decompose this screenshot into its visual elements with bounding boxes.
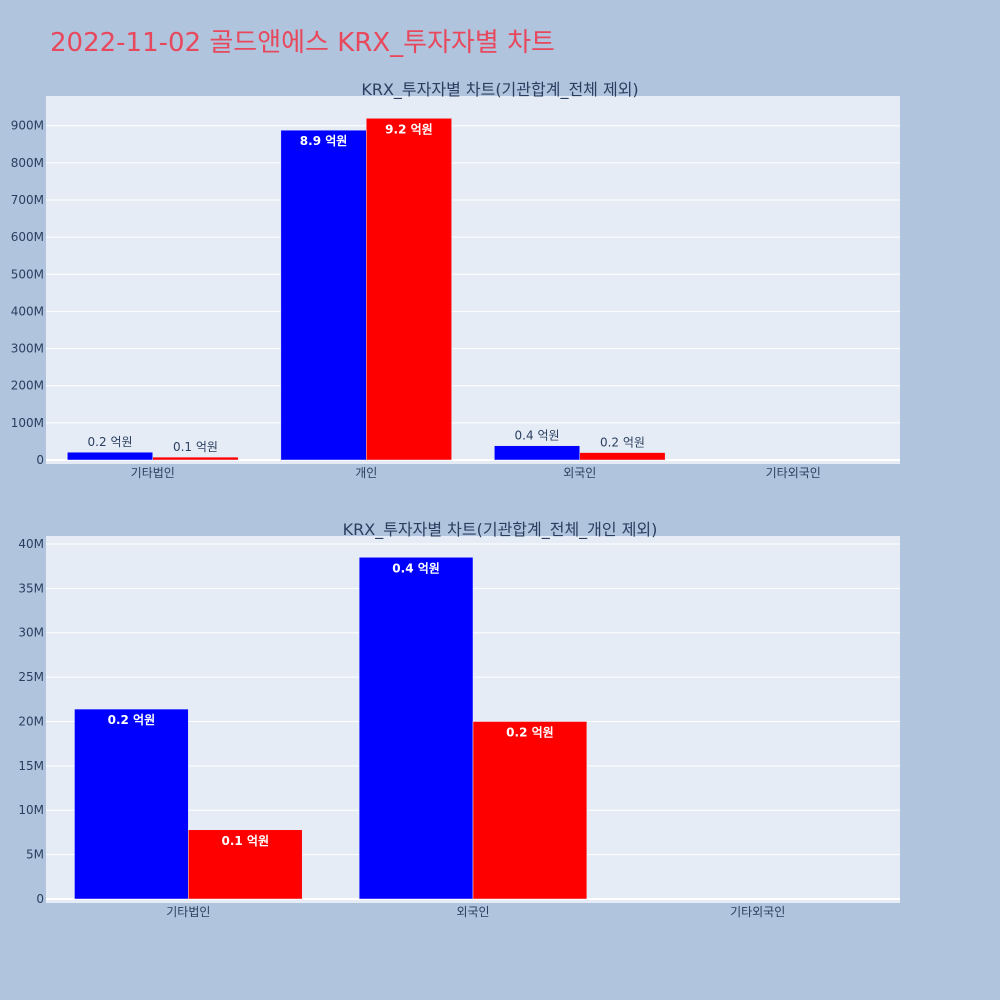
data-label: 0.4 억원 bbox=[515, 429, 560, 443]
y-tick-label: 200M bbox=[11, 379, 44, 393]
y-tick-label: 15M bbox=[18, 759, 44, 773]
x-tick-label: 기타법인 bbox=[131, 466, 175, 480]
y-tick-label: 400M bbox=[11, 304, 44, 318]
chart-2: 0 5M 10M 15M 20M 25M 30M 35M 40M KRX_투자자별 차트(기관합계… bbox=[18, 520, 900, 919]
chart-title: KRX_투자자별 차트(기관합계_전체_개인 제외) bbox=[343, 520, 658, 540]
bar bbox=[579, 452, 666, 461]
y-tick-label: 0 bbox=[36, 892, 44, 906]
bar bbox=[494, 445, 581, 461]
y-tick-label: 35M bbox=[18, 581, 44, 595]
data-label: 0.2 억원 bbox=[108, 713, 156, 727]
data-label: 0.2 억원 bbox=[506, 725, 554, 739]
y-tick-label: 600M bbox=[11, 230, 44, 244]
x-tick-label: 기타법인 bbox=[166, 905, 210, 919]
y-tick-label: 30M bbox=[18, 626, 44, 640]
y-tick-label: 100M bbox=[11, 416, 44, 430]
x-tick-label: 기타외국인 bbox=[766, 466, 821, 480]
data-label: 9.2 억원 bbox=[385, 122, 433, 136]
chart-title: KRX_투자자별 차트(기관합계_전체 제외) bbox=[361, 80, 638, 100]
x-tick-label: 개인 bbox=[355, 466, 377, 480]
plot-background bbox=[46, 96, 900, 464]
data-label: 0.2 억원 bbox=[600, 436, 645, 450]
y-tick-label: 800M bbox=[11, 156, 44, 170]
chart-1: 0 100M 200M 300M 400M 500M 600M 700M 800M 900M KRX… bbox=[11, 80, 900, 480]
data-label: 0.4 억원 bbox=[392, 561, 440, 575]
y-tick-label: 900M bbox=[11, 119, 44, 133]
y-tick-label: 20M bbox=[18, 714, 44, 728]
bar bbox=[366, 118, 452, 461]
y-tick-label: 5M bbox=[26, 848, 44, 862]
x-tick-label: 외국인 bbox=[456, 905, 489, 919]
y-tick-label: 700M bbox=[11, 193, 44, 207]
bar bbox=[472, 721, 588, 900]
bar bbox=[188, 829, 303, 900]
y-tick-label: 0 bbox=[36, 453, 44, 467]
x-tick-label: 기타외국인 bbox=[730, 905, 785, 919]
y-tick-label: 500M bbox=[11, 267, 44, 281]
bar bbox=[358, 557, 474, 900]
data-label: 0.2 억원 bbox=[88, 435, 133, 449]
x-tick-label: 외국인 bbox=[563, 466, 596, 480]
bar bbox=[74, 708, 189, 900]
bar bbox=[152, 456, 239, 461]
bar bbox=[67, 451, 153, 461]
data-label: 0.1 억원 bbox=[222, 834, 270, 848]
data-label: 0.1 억원 bbox=[173, 440, 218, 454]
y-tick-label: 10M bbox=[18, 803, 44, 817]
bar bbox=[280, 129, 367, 461]
y-tick-label: 300M bbox=[11, 342, 44, 356]
y-tick-label: 25M bbox=[18, 670, 44, 684]
y-tick-label: 40M bbox=[18, 537, 44, 551]
data-label: 8.9 억원 bbox=[300, 134, 348, 148]
page-title: 2022-11-02 골드앤에스 KRX_투자자별 차트 bbox=[50, 28, 555, 58]
